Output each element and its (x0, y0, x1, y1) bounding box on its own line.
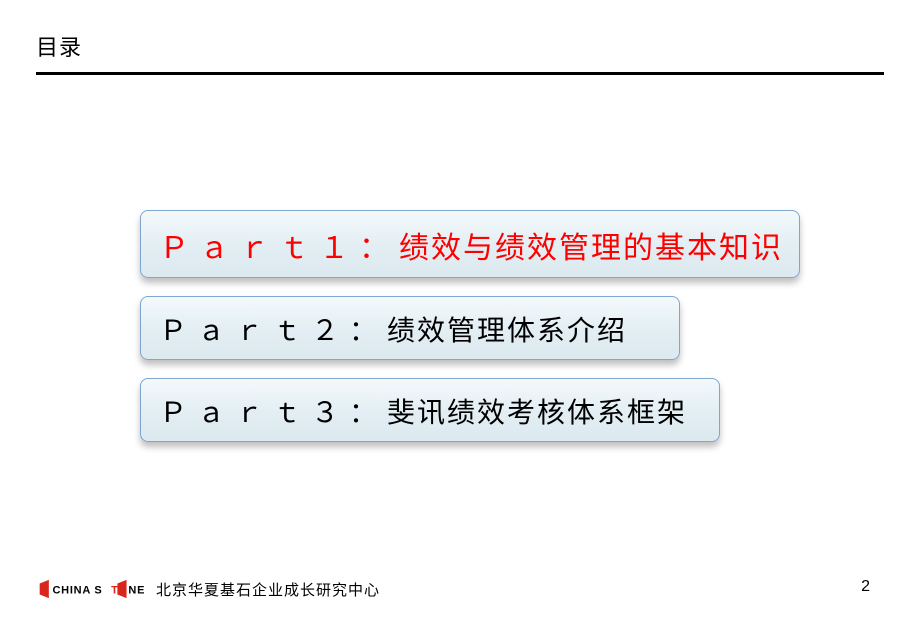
logo-icon: CHINA S T NE (36, 574, 146, 604)
page-title: 目录 (36, 30, 884, 62)
toc-item-1-text: 绩效与绩效管理的基本知识 (399, 232, 783, 265)
toc-item-3: Ｐａｒｔ３：斐讯绩效考核体系框架 (140, 378, 720, 442)
page-number: 2 (861, 578, 870, 596)
toc-item-3-text: 斐讯绩效考核体系框架 (387, 397, 687, 428)
toc-item-1-label: Ｐａｒｔ１： (159, 232, 399, 265)
toc-list: Ｐａｒｔ１：绩效与绩效管理的基本知识 Ｐａｒｔ２：绩效管理体系介绍 Ｐａｒｔ３：… (140, 210, 800, 460)
toc-item-3-label: Ｐａｒｔ３： (159, 397, 387, 428)
title-divider (36, 72, 884, 75)
footer-org: 北京华夏基石企业成长研究中心 (156, 579, 380, 600)
header: 目录 (36, 30, 884, 75)
toc-item-2-label: Ｐａｒｔ２： (159, 315, 387, 346)
svg-text:T: T (111, 584, 118, 596)
footer: CHINA S T NE 北京华夏基石企业成长研究中心 (36, 574, 380, 604)
toc-item-2-text: 绩效管理体系介绍 (387, 315, 627, 346)
svg-text:NE: NE (128, 584, 145, 596)
svg-text:CHINA S: CHINA S (53, 584, 103, 596)
toc-item-2: Ｐａｒｔ２：绩效管理体系介绍 (140, 296, 680, 360)
toc-item-1: Ｐａｒｔ１：绩效与绩效管理的基本知识 (140, 210, 800, 278)
slide: 目录 Ｐａｒｔ１：绩效与绩效管理的基本知识 Ｐａｒｔ２：绩效管理体系介绍 Ｐａｒ… (0, 0, 920, 636)
